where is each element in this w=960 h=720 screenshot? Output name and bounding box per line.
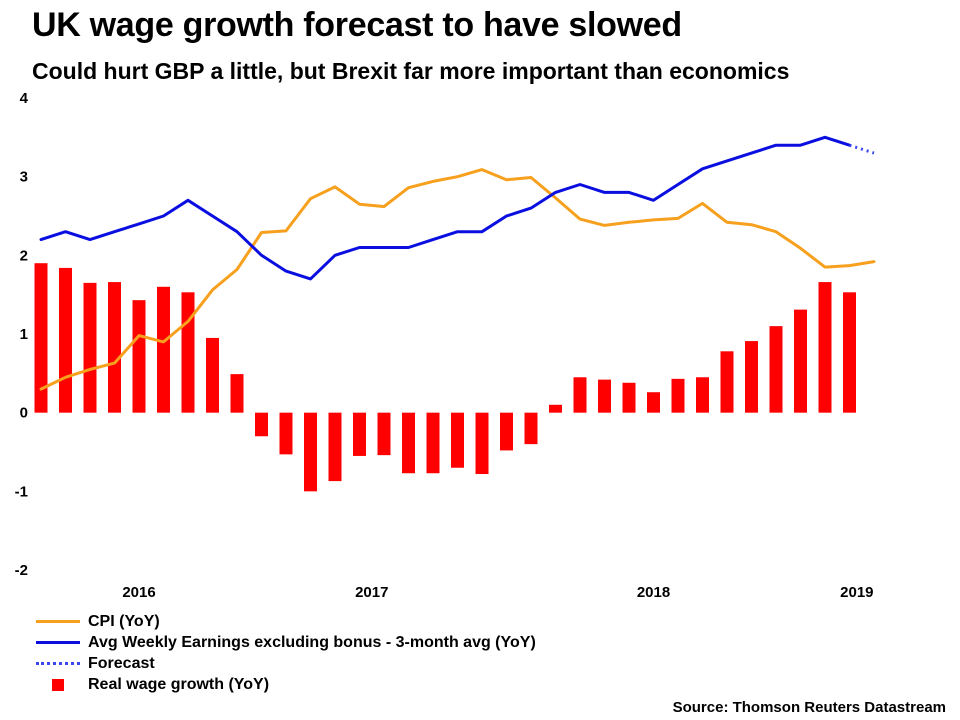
legend-label-forecast: Forecast [88, 654, 155, 672]
real-wage-bar [573, 377, 587, 413]
real-wage-bar [255, 412, 268, 437]
chart-subtitle: Could hurt GBP a little, but Brexit far … [32, 58, 790, 84]
real-wage-bar [598, 379, 611, 413]
real-wage-bar [34, 263, 48, 413]
real-wage-bar [157, 286, 170, 413]
source-note: Source: Thomson Reuters Datastream [672, 699, 946, 716]
real-wage-bars [34, 263, 856, 492]
real-wage-bar [402, 412, 415, 474]
real-wage-bar [83, 282, 97, 413]
real-wage-bar [377, 412, 391, 456]
x-tick-label: 2016 [122, 584, 155, 601]
legend-swatch-forecast [36, 657, 84, 671]
x-tick-label: 2019 [840, 584, 873, 601]
chart-title: UK wage growth forecast to have slowed [32, 6, 682, 44]
legend-label-cpi: CPI (YoY) [88, 612, 160, 630]
real-wage-bar [671, 378, 685, 413]
y-tick-label: 1 [20, 326, 28, 343]
forecast-line [849, 143, 875, 155]
y-tick-label: -2 [15, 562, 28, 579]
real-wage-bar [59, 267, 72, 413]
cpi-line [39, 168, 876, 391]
legend-swatch-real-wage [36, 678, 84, 692]
y-tick-label: -1 [15, 483, 28, 500]
real-wage-bar [769, 326, 783, 413]
real-wage-bar [720, 351, 734, 413]
real-wage-bar [279, 412, 293, 455]
real-wage-bar [500, 412, 513, 451]
earnings-line [39, 135, 851, 281]
x-axis: 2016 2017 2018 2019 [122, 584, 873, 601]
real-wage-bar [794, 309, 807, 413]
legend-item-forecast: Forecast [36, 653, 536, 674]
legend-swatch-earnings [36, 636, 84, 650]
x-tick-label: 2018 [637, 584, 670, 601]
y-tick-label: 2 [20, 247, 28, 264]
legend-item-real-wage: Real wage growth (YoY) [36, 674, 536, 695]
real-wage-bar [647, 392, 660, 413]
legend-item-cpi: CPI (YoY) [36, 611, 536, 632]
real-wage-bar [475, 412, 489, 475]
real-wage-bar [524, 412, 538, 445]
real-wage-bar [230, 374, 244, 413]
legend: CPI (YoY) Avg Weekly Earnings excluding … [36, 611, 536, 695]
y-tick-label: 4 [20, 90, 29, 107]
real-wage-bar [181, 292, 195, 413]
y-tick-label: 0 [20, 405, 28, 422]
legend-swatch-cpi [36, 615, 84, 629]
series-lines [39, 135, 876, 391]
real-wage-bar [843, 292, 856, 413]
real-wage-bar [696, 377, 709, 413]
x-tick-label: 2017 [355, 584, 388, 601]
real-wage-bar [451, 412, 464, 468]
real-wage-bar [818, 282, 832, 413]
real-wage-bar [745, 341, 758, 413]
real-wage-bar [353, 412, 366, 456]
real-wage-bar [622, 382, 636, 413]
y-tick-label: 3 [20, 169, 28, 186]
real-wage-bar [426, 412, 440, 474]
real-wage-bar [206, 337, 219, 413]
legend-item-earnings: Avg Weekly Earnings excluding bonus - 3-… [36, 632, 536, 653]
legend-label-real-wage: Real wage growth (YoY) [88, 675, 270, 693]
real-wage-bar [549, 404, 562, 413]
real-wage-bar [132, 300, 146, 413]
real-wage-bar [328, 412, 342, 482]
real-wage-bar [304, 412, 317, 492]
legend-label-earnings: Avg Weekly Earnings excluding bonus - 3-… [88, 633, 536, 651]
real-wage-bar [108, 282, 121, 413]
y-axis: 4 3 2 1 0 -1 -2 [15, 90, 29, 579]
